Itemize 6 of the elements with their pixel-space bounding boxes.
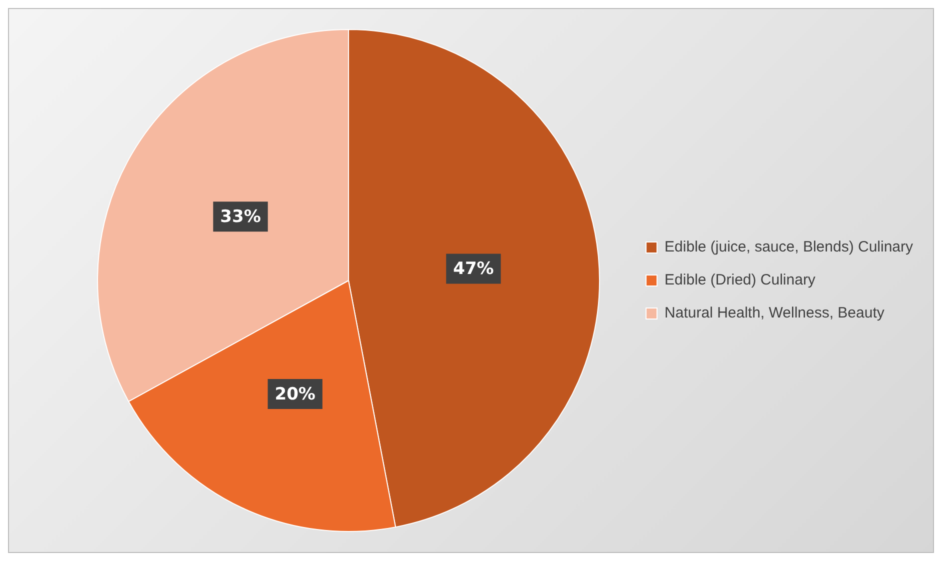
legend-label: Natural Health, Wellness, Beauty bbox=[664, 304, 885, 322]
data-label: 47% bbox=[453, 259, 494, 280]
data-label: 33% bbox=[220, 207, 261, 228]
legend-label: Edible (Dried) Culinary bbox=[664, 272, 816, 289]
data-label: 20% bbox=[274, 384, 316, 404]
legend-label: Edible (juice, sauce, Blends) Culinary bbox=[664, 238, 914, 256]
